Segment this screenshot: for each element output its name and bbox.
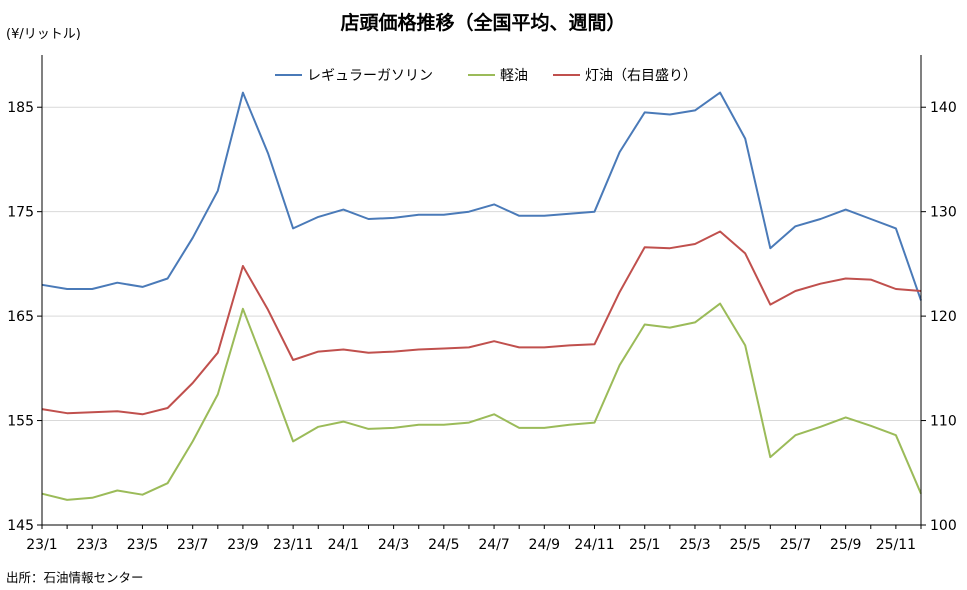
x-tick-label: 24/9 [529,537,560,553]
x-tick-label: 24/1 [328,537,359,553]
x-tick-label: 23/3 [77,537,108,553]
legend-label: レギュラーガソリン [307,68,433,84]
y-right-tick-label: 120 [930,309,957,325]
x-tick-label: 24/5 [428,537,459,553]
y-right-tick-label: 100 [930,518,957,534]
source-label: 出所：石油情報センター [6,570,144,585]
series-line-1 [41,91,922,301]
series-lines [41,91,922,501]
y-left-tick-label: 185 [7,100,34,116]
y-right-tick-label: 130 [930,205,957,221]
x-tick-label: 24/7 [478,537,509,553]
chart-title: 店頭価格推移（全国平均、週間） [340,11,625,34]
x-tick-label: 23/7 [177,537,208,553]
axes: 145 155 165 175 185 100 110 120 130 140 23/1 23/3 23… [7,55,957,553]
y-left-tick-label: 165 [7,309,34,325]
legend-label: 軽油 [500,68,528,84]
x-tick-label: 25/9 [830,537,861,553]
x-tick-label: 24/3 [378,537,409,553]
legend: レギュラーガソリン 軽油 灯油（右目盛り） [275,68,697,84]
unit-label: (¥/リットル) [6,27,81,42]
y-right-tick-label: 110 [930,414,957,430]
y-right-tick-label: 140 [930,100,957,116]
gridlines [42,106,921,422]
x-tick-label: 25/1 [629,537,660,553]
x-tick-label: 23/11 [273,537,313,553]
series-line-2 [41,302,922,501]
series-line-3 [41,230,922,416]
x-tick-label: 25/5 [729,537,760,553]
legend-label: 灯油（右目盛り） [585,68,697,84]
x-tick-label: 25/7 [780,537,811,553]
y-left-tick-label: 175 [7,205,34,221]
y-left-tick-label: 155 [7,414,34,430]
x-tick-label: 25/3 [679,537,710,553]
x-tick-label: 23/5 [127,537,158,553]
x-tick-label: 23/1 [26,537,57,553]
x-tick-label: 23/9 [227,537,258,553]
y-left-tick-label: 145 [7,518,34,534]
x-tick-label: 24/11 [574,537,614,553]
x-tick-label: 25/11 [876,537,916,553]
